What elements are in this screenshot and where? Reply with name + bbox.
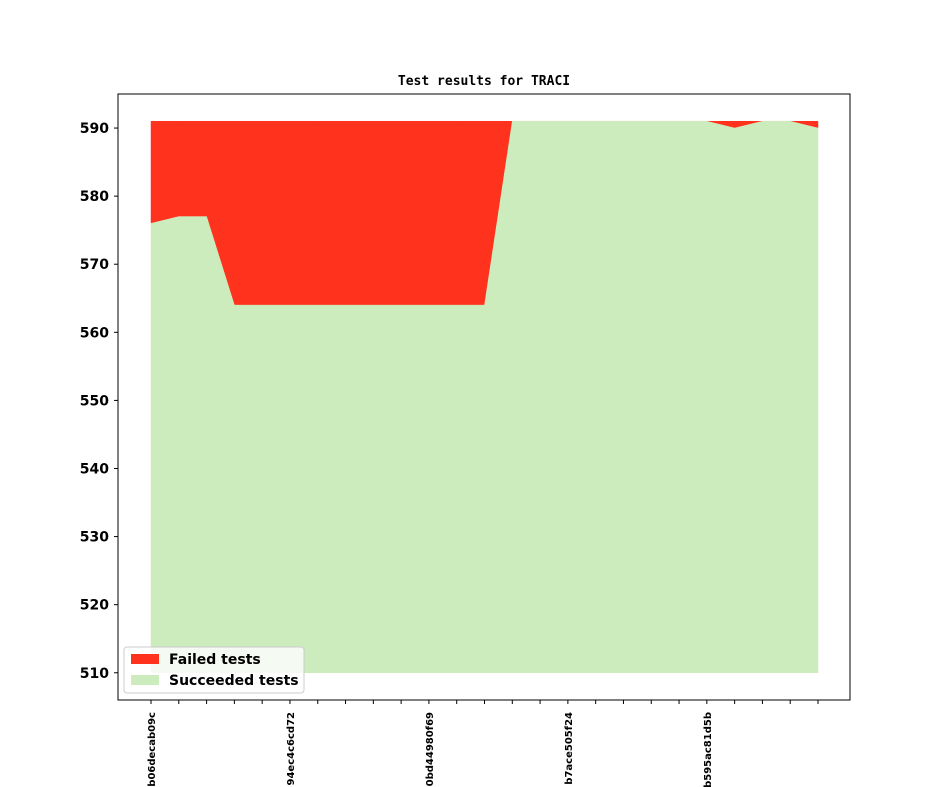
y-tick-label: 520 <box>80 598 109 614</box>
legend-swatch-failed <box>131 654 159 664</box>
legend-label-failed: Failed tests <box>169 652 261 668</box>
y-tick-label: 560 <box>80 325 109 341</box>
x-tick-label: b06decab09c <box>147 712 158 787</box>
x-tick-label: 3b595ac81d5b <box>703 712 714 787</box>
legend-box <box>123 646 305 694</box>
y-tick-label: 550 <box>80 393 109 409</box>
y-tick-label: 590 <box>80 121 109 137</box>
chart-title: Test results for TRACI <box>398 74 570 89</box>
y-tick-label: 570 <box>80 257 109 273</box>
plot-areas <box>150 120 819 674</box>
y-tick-label: 510 <box>80 666 109 682</box>
x-axis: b06decab09c 94ec4c6cd72 0bd44980f69 b7ace50… <box>147 700 819 787</box>
x-tick-label: 94ec4c6cd72 <box>286 712 297 786</box>
y-tick-label: 580 <box>80 189 109 205</box>
x-tick-label: b7ace505f24 <box>564 712 575 785</box>
y-axis: 510 520 530 540 550 560 570 580 590 <box>80 121 118 682</box>
y-tick-label: 530 <box>80 530 109 546</box>
y-tick-label: 540 <box>80 461 109 477</box>
legend-label-succeeded: Succeeded tests <box>169 673 299 689</box>
x-tick-label: 0bd44980f69 <box>425 712 436 786</box>
area-succeeded-tests <box>150 120 819 674</box>
legend-swatch-succeeded <box>131 675 159 685</box>
legend: Failed tests Succeeded tests <box>123 646 305 694</box>
